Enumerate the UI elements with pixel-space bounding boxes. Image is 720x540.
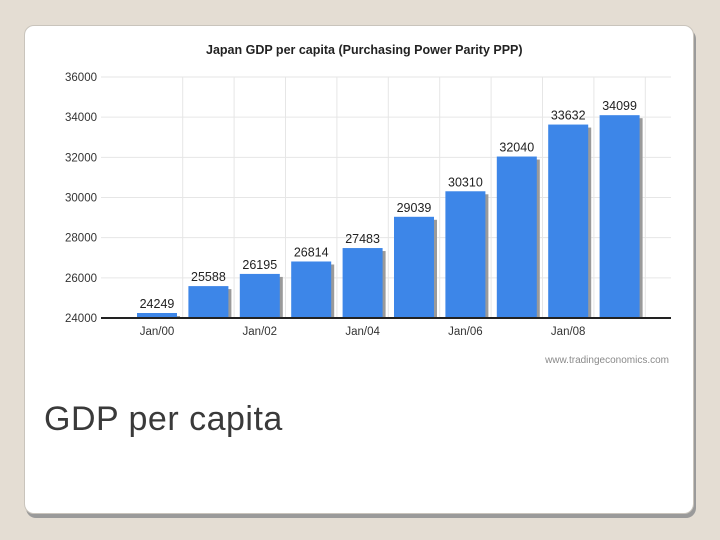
bar: [599, 115, 640, 319]
bar: [445, 191, 486, 318]
bar: [291, 261, 332, 318]
y-tick-label: 32000: [65, 152, 97, 164]
gdp-chart: Japan GDP per capita (Purchasing Power P…: [65, 43, 671, 366]
y-tick-label: 34000: [65, 112, 97, 124]
slide-caption: GDP per capita: [44, 400, 283, 438]
data-label: 25588: [191, 270, 226, 284]
chart-title: Japan GDP per capita (Purchasing Power P…: [206, 43, 523, 57]
x-tick-label: Jan/02: [243, 326, 278, 338]
x-tick-label: Jan/06: [448, 326, 483, 338]
x-tick-label: Jan/00: [140, 326, 175, 338]
x-tick-label: Jan/04: [345, 326, 380, 338]
data-label: 30310: [448, 175, 483, 189]
y-tick-label: 24000: [65, 313, 97, 325]
bar: [548, 124, 589, 318]
grid-lines: [101, 76, 671, 318]
bars: [137, 115, 643, 319]
data-label: 26195: [242, 258, 277, 272]
y-axis-labels: 24000 26000 28000 30000 32000 34000 36000: [65, 72, 97, 325]
data-label: 27483: [345, 232, 380, 246]
data-labels: 24249 25588 26195 26814 27483 29039 30310 32040…: [140, 99, 637, 311]
data-label: 24249: [140, 297, 175, 311]
source-label: www.tradingeconomics.com: [544, 355, 669, 366]
data-label: 33632: [551, 109, 586, 123]
slide: Japan GDP per capita (Purchasing Power P…: [24, 25, 694, 514]
data-label: 26814: [294, 245, 329, 259]
x-axis-labels: Jan/00 Jan/02 Jan/04 Jan/06 Jan/08: [140, 326, 586, 338]
bar: [188, 286, 229, 318]
data-label: 34099: [602, 99, 637, 113]
bar: [496, 156, 537, 318]
bar: [342, 248, 383, 318]
bar: [137, 312, 177, 318]
bar: [394, 216, 434, 318]
x-tick-label: Jan/08: [551, 326, 586, 338]
y-tick-label: 36000: [65, 72, 97, 84]
y-tick-label: 26000: [65, 273, 97, 285]
bar: [239, 273, 280, 318]
y-tick-label: 30000: [65, 193, 97, 205]
data-label: 29039: [397, 201, 432, 215]
y-tick-label: 28000: [65, 233, 97, 245]
data-label: 32040: [499, 141, 534, 155]
